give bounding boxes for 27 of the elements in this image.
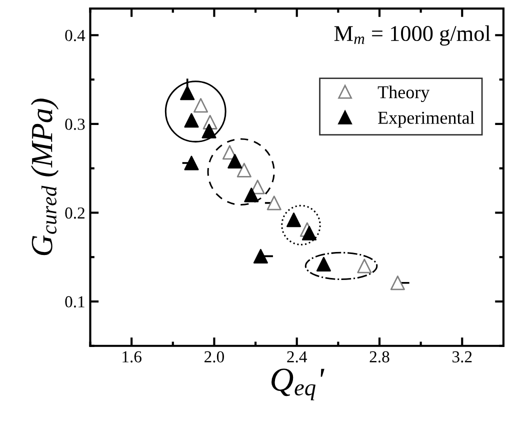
point — [253, 248, 268, 264]
annotation: M$_{m}$ = 1000 g/mol — [334, 25, 490, 46]
point — [302, 226, 317, 240]
x-tick-label: 2.8 — [370, 351, 390, 363]
point — [236, 162, 252, 178]
y-tick-label: 0.3 — [65, 118, 85, 130]
x-tick-label: 3.2 — [452, 351, 472, 363]
y-axis-title: G$_{cured}$ (MPa) — [30, 98, 59, 256]
point — [184, 156, 199, 170]
x-tick-label: 2.4 — [287, 351, 308, 363]
y-tick-label: 0.2 — [65, 207, 84, 219]
y-tick-label: 0.4 — [65, 30, 86, 42]
legend-label: Experimental — [378, 111, 474, 128]
point — [202, 124, 216, 138]
y-tick-label: 0.1 — [65, 296, 84, 308]
point — [184, 113, 199, 128]
point — [266, 196, 282, 210]
legend-label: Theory — [378, 86, 430, 102]
point — [357, 258, 372, 274]
point — [244, 188, 259, 202]
point — [316, 256, 331, 272]
point — [228, 154, 242, 169]
point — [390, 276, 405, 290]
x-tick-label: 1.6 — [122, 351, 142, 363]
x-tick-label: 2.0 — [204, 351, 224, 363]
point — [180, 86, 195, 100]
x-axis-title: Q$_{eq}$' — [272, 368, 324, 400]
